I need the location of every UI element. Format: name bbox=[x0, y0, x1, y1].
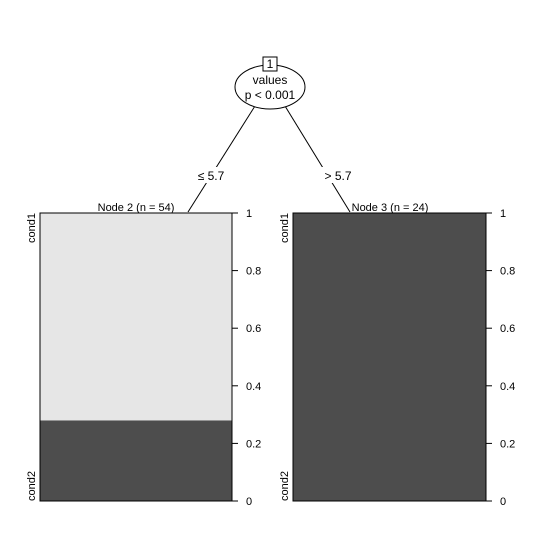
leaf-node-3-frame bbox=[292, 212, 487, 502]
axis-tick-label: 0.4 bbox=[246, 381, 261, 393]
leaf-node-2-frame bbox=[39, 212, 233, 502]
leaf-node-2-label-cond1: cond1 bbox=[26, 213, 38, 243]
leaf-node-2-bar-cond1 bbox=[40, 213, 232, 421]
axis-tick-label: 0.6 bbox=[246, 323, 261, 335]
axis-tick-label: 0 bbox=[500, 496, 506, 508]
leaf-node-2-label-cond2: cond2 bbox=[26, 471, 38, 501]
axis-tick-label: 1 bbox=[500, 208, 506, 220]
leaf-node-3-label-cond1: cond1 bbox=[279, 213, 291, 243]
leaf-node-3-title: Node 3 (n = 24) bbox=[352, 202, 429, 214]
root-node-id: 1 bbox=[267, 57, 274, 71]
leaf-node-3-bar-cond2 bbox=[293, 213, 486, 501]
edge-right-label: > 5.7 bbox=[324, 169, 351, 183]
leaf-node-2-bar-cond2 bbox=[40, 420, 232, 501]
axis-tick-label: 0.8 bbox=[246, 266, 261, 278]
leaf-node-3: Node 3 (n = 24) cond1 cond2 0 0.2 0.4 0.6 0.… bbox=[279, 202, 515, 508]
root-node: 1 values p < 0.001 bbox=[234, 56, 306, 110]
axis-tick-label: 0.4 bbox=[500, 381, 515, 393]
edge-right-line bbox=[284, 105, 351, 213]
root-node-ellipse bbox=[234, 64, 306, 110]
root-node-variable: values bbox=[253, 73, 288, 87]
axis-tick-label: 0.2 bbox=[246, 438, 261, 450]
axis-tick-label: 0.6 bbox=[500, 323, 515, 335]
leaf-node-2-title: Node 2 (n = 54) bbox=[98, 202, 175, 214]
leaf-node-2: Node 2 (n = 54) cond1 cond2 0 0.2 0.4 0.6 0.… bbox=[26, 202, 261, 508]
leaf-node-2-axis: 0 0.2 0.4 0.6 0.8 1 bbox=[232, 208, 261, 508]
axis-tick-label: 0.8 bbox=[500, 266, 515, 278]
edge-left-line bbox=[187, 105, 256, 213]
edge-left-label: ≤ 5.7 bbox=[198, 169, 225, 183]
axis-tick-label: 1 bbox=[246, 208, 252, 220]
root-node-pvalue: p < 0.001 bbox=[245, 88, 296, 102]
leaf-node-3-axis: 0 0.2 0.4 0.6 0.8 1 bbox=[486, 208, 515, 508]
root-node-id-box bbox=[262, 56, 278, 72]
axis-tick-label: 0.2 bbox=[500, 438, 515, 450]
leaf-node-3-label-cond2: cond2 bbox=[279, 471, 291, 501]
axis-tick-label: 0 bbox=[246, 496, 252, 508]
